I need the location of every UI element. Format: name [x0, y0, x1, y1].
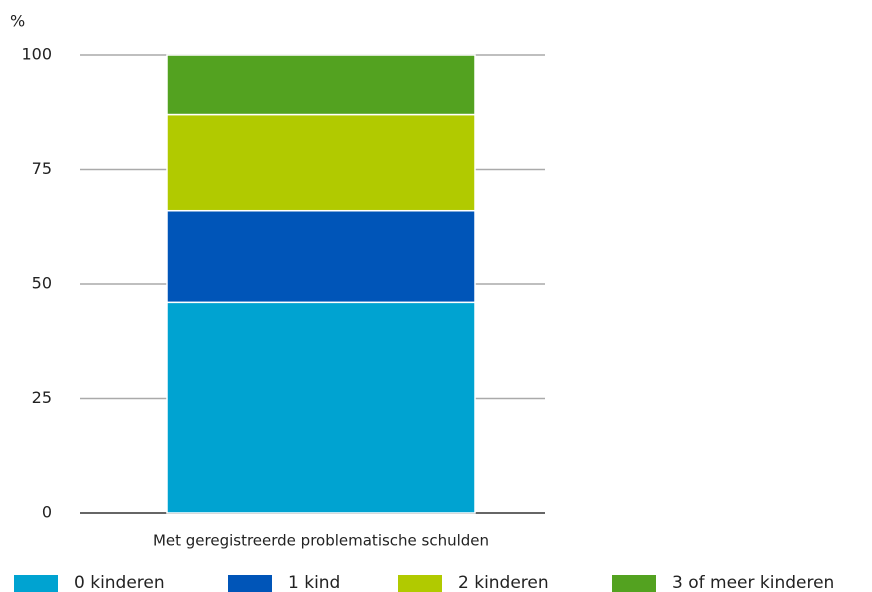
- y-tick-label: 0: [42, 503, 52, 522]
- bar-segment: [166, 209, 476, 304]
- legend-swatch: [14, 575, 58, 592]
- y-tick-label: 25: [32, 388, 52, 407]
- y-tick-label: 100: [21, 45, 52, 64]
- x-tick-label: Met geregistreerde problematische schuld…: [153, 532, 489, 550]
- y-tick-label: 75: [32, 159, 52, 178]
- legend-swatch: [612, 575, 656, 592]
- y-tick-label: 50: [32, 274, 52, 293]
- legend-label: 1 kind: [288, 573, 340, 592]
- legend-label: 2 kinderen: [458, 573, 549, 592]
- legend-swatch: [398, 575, 442, 592]
- bar-segment: [166, 113, 476, 212]
- bar-segment: [166, 54, 476, 116]
- y-axis-label: %: [10, 12, 25, 31]
- bar-segment: [166, 301, 476, 514]
- legend-swatch: [228, 575, 272, 592]
- legend-label: 0 kinderen: [74, 573, 165, 592]
- legend-label: 3 of meer kinderen: [672, 573, 834, 592]
